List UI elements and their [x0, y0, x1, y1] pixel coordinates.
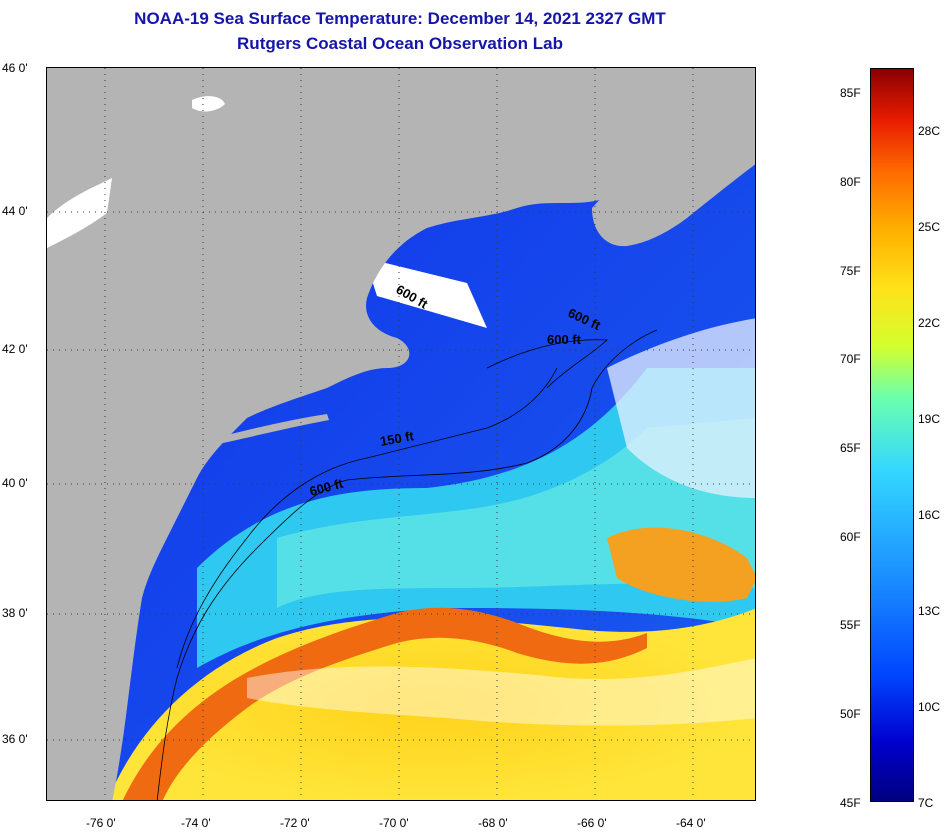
lon-label-64: -64 0' [676, 816, 706, 830]
colorbar-label-25c: 25C [918, 220, 941, 234]
colorbar-label-45f: 45F [840, 796, 861, 810]
contour-600ft [156, 329, 658, 800]
colorbar-label-50f: 50F [840, 707, 861, 721]
cloud-cover-east [607, 318, 755, 498]
lon-label-76: -76 0' [86, 816, 116, 830]
colorbar-label-16c: 16C [918, 508, 941, 522]
graticule [47, 68, 755, 800]
lat-label-36: 36 0' [2, 732, 28, 746]
colorbar-label-19c: 19C [918, 412, 941, 426]
cloud-cover-gulf-of-maine [365, 258, 487, 328]
sst-map-canvas: 600 ft 600 ft 600 ft 150 ft 600 ft [47, 68, 755, 800]
map-subtitle: Rutgers Coastal Ocean Observation Lab [237, 34, 563, 53]
lon-label-72: -72 0' [280, 816, 310, 830]
land-mainland [47, 68, 755, 800]
bathymetry-contours [156, 329, 658, 800]
colorbar-label-13c: 13C [918, 604, 941, 618]
colorbar-label-10c: 10C [918, 700, 941, 714]
contour-150ft [176, 367, 558, 669]
colorbar-label-75f: 75F [840, 264, 861, 278]
colorbar-label-22c: 22C [918, 316, 941, 330]
lat-label-46: 46 0' [2, 61, 28, 75]
lat-label-42: 42 0' [2, 342, 28, 356]
temperature-colorbar [870, 68, 914, 802]
lat-label-44: 44 0' [2, 204, 28, 218]
map-title: NOAA-19 Sea Surface Temperature: Decembe… [134, 9, 666, 28]
colorbar-label-70f: 70F [840, 352, 861, 366]
colorbar-label-65f: 65F [840, 441, 861, 455]
sst-map: 600 ft 600 ft 600 ft 150 ft 600 ft [46, 67, 756, 801]
colorbar-label-55f: 55F [840, 618, 861, 632]
land-long-island [207, 414, 329, 446]
lon-label-74: -74 0' [181, 816, 211, 830]
lat-label-40: 40 0' [2, 476, 28, 490]
colorbar-label-85f: 85F [840, 86, 861, 100]
cloud-over-land-lake [192, 96, 225, 112]
contour-label-georges-bank: 600 ft [547, 332, 582, 347]
lat-label-38: 38 0' [2, 606, 28, 620]
contour-label-150ft: 150 ft [379, 428, 416, 449]
gulf-stream [122, 607, 647, 800]
colorbar-label-28c: 28C [918, 124, 941, 138]
colorbar-label-60f: 60F [840, 530, 861, 544]
warm-eddy [607, 527, 755, 602]
land-nova-scotia [592, 121, 755, 247]
lon-label-70: -70 0' [379, 816, 409, 830]
cloud-over-land-west [47, 178, 112, 248]
colorbar-label-7c: 7C [918, 796, 934, 810]
contour-600ft-georges [486, 339, 608, 389]
cloud-cover-south [247, 658, 755, 726]
lon-label-66: -66 0' [577, 816, 607, 830]
colorbar-label-80f: 80F [840, 175, 861, 189]
lon-label-68: -68 0' [478, 816, 508, 830]
